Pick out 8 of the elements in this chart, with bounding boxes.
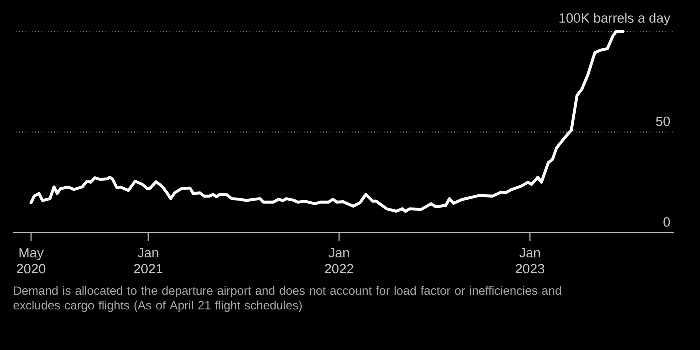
x-tick-label: May 2020 xyxy=(17,248,46,274)
y-tick-label: 0 xyxy=(664,218,670,227)
y-tick-label: 100K barrels a day xyxy=(560,13,671,26)
text: Demand is allocated to the departure airport and does not account for load factor or inefficiencies and excludes cargo flights (As of April 21 flight schedules) xyxy=(14,286,562,312)
x-tick-label: Jan 2023 xyxy=(516,248,544,274)
y-tick-label: 50 xyxy=(656,116,670,126)
x-tick-label: Jan 2021 xyxy=(134,248,163,274)
x-tick-label: Jan 2022 xyxy=(325,248,354,274)
